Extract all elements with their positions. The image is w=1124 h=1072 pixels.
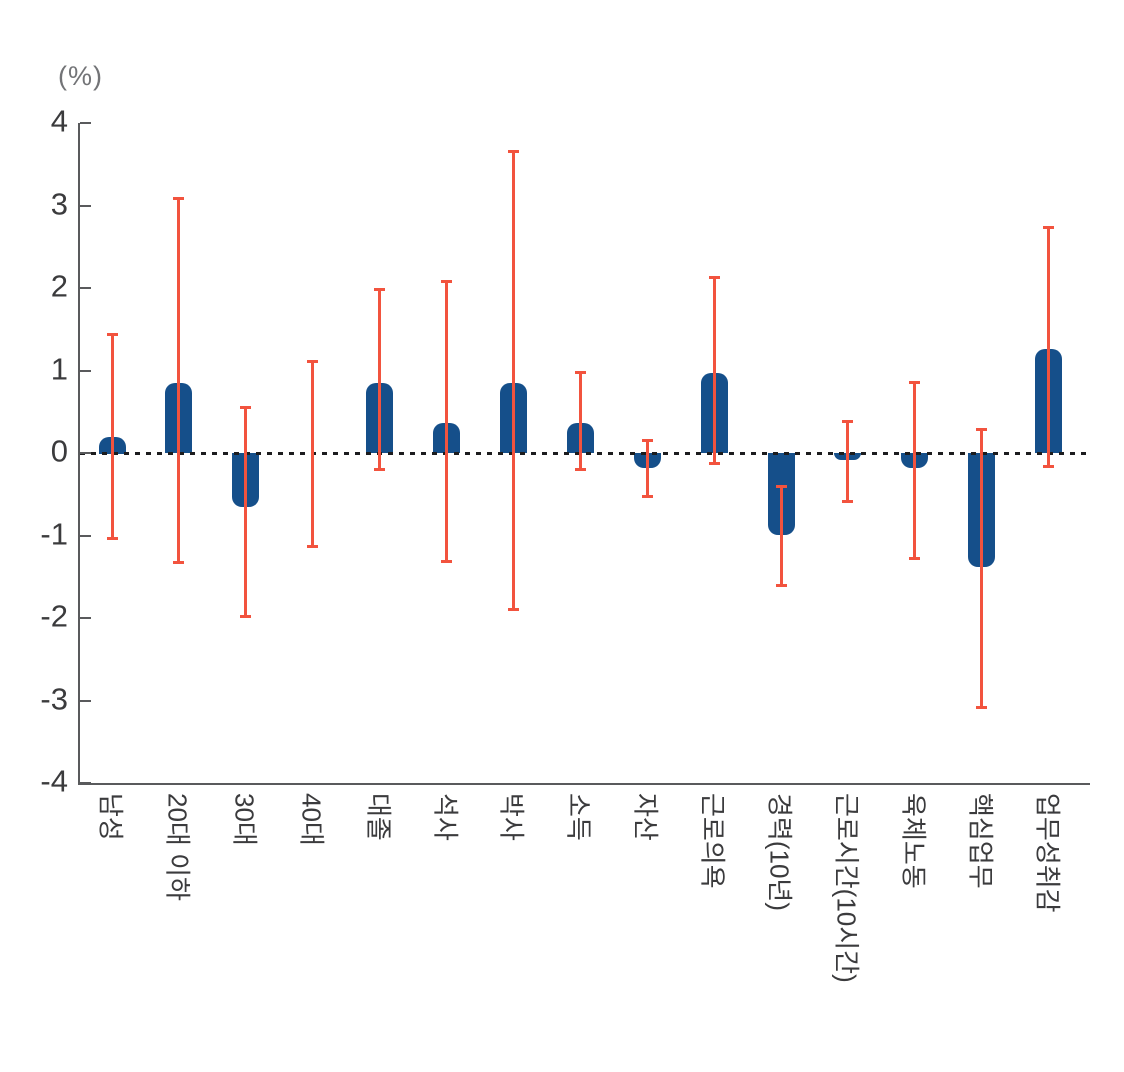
x-tick-label: 자산 — [630, 793, 661, 841]
error-bar-cap-bottom — [575, 468, 586, 471]
x-tick-label: 육체노동 — [898, 793, 929, 889]
error-bar-cap-top — [842, 420, 853, 423]
error-bar-cap-top — [240, 406, 251, 409]
y-tick-label: -3 — [40, 681, 68, 717]
x-tick-label: 핵심업무 — [965, 793, 996, 889]
x-tick-label: 석사 — [430, 793, 460, 841]
error-bar-cap-bottom — [441, 560, 452, 563]
error-bar-cap-top — [441, 280, 452, 283]
y-tick-label: 4 — [50, 103, 68, 139]
error-bar-cap-top — [374, 288, 385, 291]
error-bar-cap-bottom — [307, 545, 318, 548]
error-bar-line — [846, 420, 849, 503]
y-axis-tick — [80, 782, 91, 784]
x-tick-label: 경력(10년) — [764, 793, 795, 911]
y-axis-unit-label: (%) — [58, 61, 103, 91]
error-bar-cap-top — [776, 485, 787, 488]
x-tick-label: 대졸 — [363, 793, 394, 841]
y-tick-label: -2 — [40, 598, 68, 634]
error-bar-cap-bottom — [842, 500, 853, 503]
x-tick-label: 40대 — [296, 793, 327, 846]
y-axis-line — [78, 123, 80, 785]
x-tick-label: 근로의욕 — [697, 793, 728, 889]
error-bar-cap-top — [307, 360, 318, 363]
y-tick-label: 2 — [50, 268, 68, 304]
error-bar-cap-top — [709, 276, 720, 279]
zero-baseline — [80, 452, 1086, 455]
y-tick-label: -4 — [40, 763, 68, 799]
error-bar-cap-bottom — [173, 561, 184, 564]
error-bar-line — [311, 360, 314, 548]
error-bar-cap-bottom — [107, 537, 118, 540]
error-bar-line — [512, 150, 515, 611]
y-axis-tick — [80, 452, 91, 454]
y-axis-tick — [80, 287, 91, 289]
y-tick-label: 0 — [50, 433, 68, 469]
error-bar-cap-top — [909, 381, 920, 384]
x-tick-label: 소득 — [563, 793, 594, 841]
error-bar-line — [1047, 226, 1050, 468]
error-bar-line — [177, 197, 180, 564]
error-bar-cap-bottom — [909, 557, 920, 560]
error-bar-cap-bottom — [976, 706, 987, 709]
error-bar-cap-top — [173, 197, 184, 200]
error-bar-line — [780, 485, 783, 587]
error-bar-line — [713, 276, 716, 465]
y-axis-tick — [80, 535, 91, 537]
y-axis-tick — [80, 122, 91, 124]
y-axis-tick — [80, 700, 91, 702]
y-axis-tick — [80, 205, 91, 207]
x-tick-label: 30대 — [229, 793, 260, 846]
y-axis-tick — [80, 370, 91, 372]
error-bar-line — [646, 439, 649, 498]
error-bar-line — [980, 428, 983, 709]
error-bar-cap-bottom — [776, 584, 787, 587]
x-tick-label: 근로시간(10시간) — [831, 793, 862, 983]
error-bar-cap-top — [575, 371, 586, 374]
y-axis-tick — [80, 617, 91, 619]
x-axis-line — [78, 783, 1090, 785]
error-bar-line — [111, 333, 114, 540]
error-bar-line — [579, 371, 582, 471]
error-bar-cap-top — [508, 150, 519, 153]
error-bar-cap-top — [976, 428, 987, 431]
error-bar-line — [244, 406, 247, 618]
x-tick-label: 업무성취감 — [1032, 793, 1063, 913]
error-bar-cap-bottom — [374, 468, 385, 471]
y-tick-label: 1 — [50, 351, 68, 387]
error-bar-cap-bottom — [508, 608, 519, 611]
error-bar-line — [913, 381, 916, 560]
x-tick-label: 20대 이하 — [162, 793, 193, 901]
error-bar-cap-top — [642, 439, 653, 442]
error-bar-cap-bottom — [642, 495, 653, 498]
y-tick-label: -1 — [40, 516, 68, 552]
error-bar-cap-bottom — [1043, 465, 1054, 468]
error-bar-line — [378, 288, 381, 471]
error-bar-cap-bottom — [240, 615, 251, 618]
error-bar-cap-top — [107, 333, 118, 336]
y-tick-label: 3 — [50, 186, 68, 222]
error-bar-line — [445, 280, 448, 563]
error-bar-cap-top — [1043, 226, 1054, 229]
x-tick-label: 박사 — [496, 793, 527, 841]
error-bar-cap-bottom — [709, 462, 720, 465]
x-tick-label: 남성 — [95, 793, 126, 841]
